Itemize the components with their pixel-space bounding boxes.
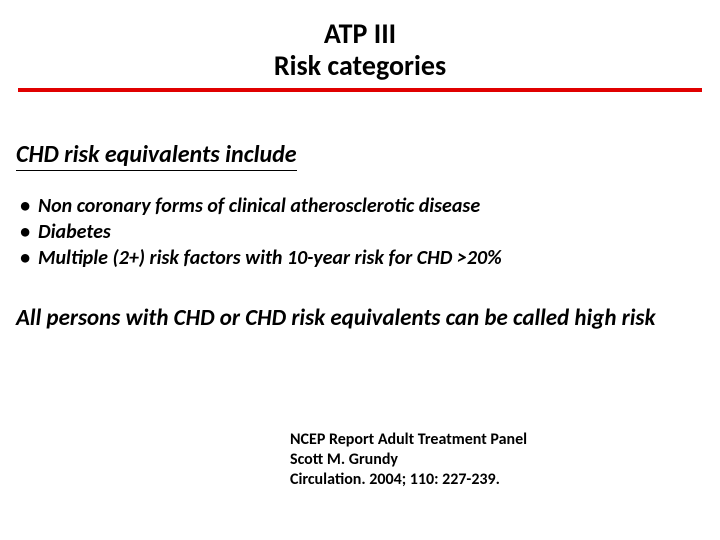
title-line-2: Risk categories (0, 50, 720, 82)
list-item: Non coronary forms of clinical atheroscl… (20, 193, 700, 219)
citation-line: NCEP Report Adult Treatment Panel (290, 430, 527, 450)
section-heading-wrap: CHD risk equivalents include (0, 92, 720, 171)
list-item: Multiple (2+) risk factors with 10-year … (20, 245, 700, 271)
summary-text: All persons with CHD or CHD risk equival… (16, 305, 704, 333)
slide: ATP III Risk categories CHD risk equival… (0, 0, 720, 540)
title-block: ATP III Risk categories (0, 0, 720, 82)
bullet-list: Non coronary forms of clinical atheroscl… (20, 193, 720, 271)
list-item: Diabetes (20, 219, 700, 245)
citation-line: Circulation. 2004; 110: 227-239. (290, 470, 527, 490)
citation-block: NCEP Report Adult Treatment Panel Scott … (290, 430, 527, 490)
section-heading: CHD risk equivalents include (16, 140, 297, 171)
citation-line: Scott M. Grundy (290, 450, 527, 470)
title-line-1: ATP III (0, 18, 720, 50)
